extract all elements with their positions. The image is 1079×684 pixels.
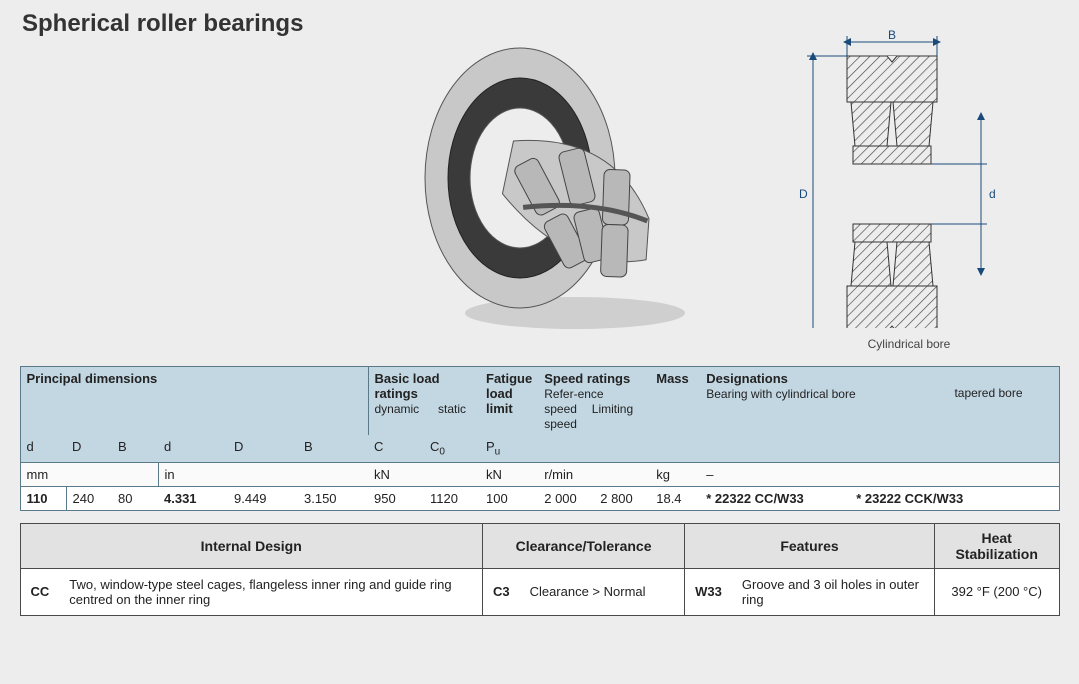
hdr-features: Features	[685, 523, 935, 568]
attribute-table: Internal Design Clearance/Tolerance Feat…	[20, 523, 1060, 616]
heat-value: 392 °F (200 °C)	[934, 568, 1059, 615]
features-text: Groove and 3 oil holes in outer ring	[732, 568, 934, 615]
hdr-principal: Principal dimensions	[20, 367, 368, 436]
schematic-diagram: B D d	[769, 28, 1049, 351]
hdr-clearance: Clearance/Tolerance	[482, 523, 684, 568]
schematic-caption: Cylindrical bore	[769, 337, 1049, 351]
dim-b-label: B	[888, 28, 896, 42]
spec-table: Principal dimensions Basic load ratings …	[20, 366, 1060, 511]
internal-code: CC	[20, 568, 59, 615]
clearance-text: Clearance > Normal	[520, 568, 685, 615]
dim-d-label: d	[989, 187, 996, 201]
features-code: W33	[685, 568, 732, 615]
hdr-heat: Heat Stabilization	[934, 523, 1059, 568]
internal-text: Two, window-type steel cages, flangeless…	[59, 568, 482, 615]
clearance-code: C3	[482, 568, 519, 615]
hero-area: B D d	[0, 38, 1079, 358]
dim-D-label: D	[799, 187, 808, 201]
hdr-internal-design: Internal Design	[20, 523, 482, 568]
bearing-3d-illustration	[410, 28, 710, 338]
